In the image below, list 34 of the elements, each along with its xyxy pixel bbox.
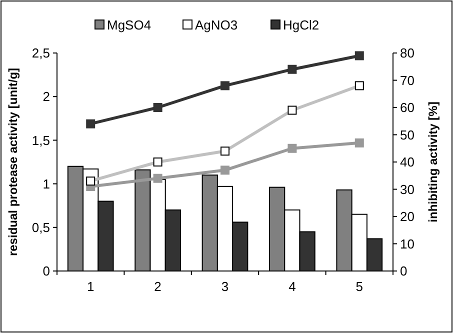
legend-label: HgCl2	[283, 18, 320, 33]
point	[153, 103, 162, 112]
y2-tick-label: 30	[400, 182, 414, 197]
y2-tick-label: 50	[400, 127, 414, 142]
y2-tick-label: 80	[400, 46, 414, 61]
y2-tick-label: 20	[400, 209, 414, 224]
y-tick-label: 2	[42, 89, 50, 104]
y-tick-label: 0,5	[32, 220, 50, 235]
y2-tick-label: 70	[400, 72, 414, 88]
y-tick-label: 0	[42, 264, 50, 279]
x-tick-label: 5	[356, 279, 364, 294]
x-tick-label: 4	[288, 279, 296, 294]
y-axis-title: residual protease activity [unit/g]	[6, 68, 20, 256]
y-tick-label: 1	[42, 176, 50, 192]
point	[153, 174, 162, 183]
legend-label: AgNO3	[195, 18, 238, 33]
point	[220, 81, 230, 90]
point	[354, 51, 364, 60]
y2-tick-label: 0	[400, 264, 408, 279]
point	[220, 166, 230, 175]
point	[288, 64, 297, 74]
y2-tick-label: 10	[400, 236, 414, 252]
x-tick-label: 3	[221, 279, 229, 294]
y2-tick-label: 60	[400, 100, 414, 116]
x-tick-label: 1	[86, 279, 94, 294]
x-tick-label: 2	[154, 279, 162, 294]
point	[288, 144, 297, 153]
y2-tick-label: 40	[400, 154, 414, 170]
point	[354, 138, 364, 148]
y-tick-label: 2,5	[32, 46, 50, 61]
y-tick-label: 1,5	[32, 132, 50, 148]
point	[86, 119, 96, 128]
y2-axis-title: inhibiting activity [%]	[426, 102, 440, 222]
legend-label: MgSO4	[107, 18, 152, 33]
